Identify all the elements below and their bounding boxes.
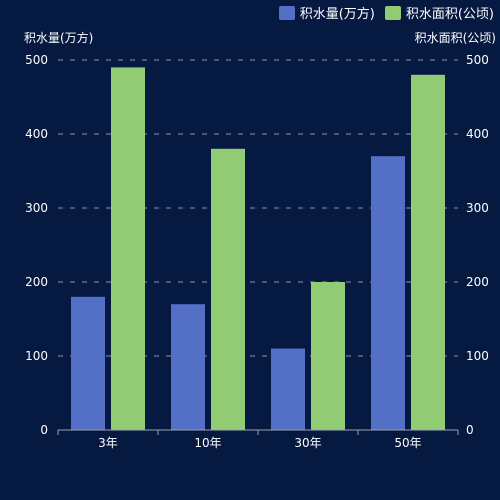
x-tick-label: 30年 xyxy=(294,436,321,450)
y-right-tick-label: 0 xyxy=(466,423,474,437)
y-right-tick-label: 100 xyxy=(466,349,489,363)
legend-item-series-1[interactable]: 积水量(万方) xyxy=(278,3,375,22)
bar-series-1-2 xyxy=(271,348,305,430)
bar-series-1-3 xyxy=(371,156,405,430)
y-axis-right-label: 积水面积(公顷) xyxy=(415,31,496,45)
bar-series-2-3 xyxy=(411,74,445,431)
x-tick-label: 50年 xyxy=(394,436,421,450)
legend: 积水量(万方) 积水面积(公顷) xyxy=(278,3,494,22)
x-tick-label: 3年 xyxy=(98,436,118,450)
bar-series-2-1 xyxy=(211,148,245,431)
bar-series-2-2 xyxy=(311,282,345,430)
y-left-tick-label: 500 xyxy=(25,53,48,67)
y-axis-left-label: 积水量(万方) xyxy=(24,30,93,45)
y-right-tick-label: 500 xyxy=(466,53,489,67)
y-left-tick-label: 400 xyxy=(25,127,48,141)
bar-series-1-0 xyxy=(71,296,105,430)
y-right-tick-label: 200 xyxy=(466,275,489,289)
y-left-tick-label: 100 xyxy=(25,349,48,363)
y-left-tick-label: 300 xyxy=(25,201,48,215)
axes: 0 100 200 300 400 500 0 100 200 300 400 500 3年 10年 30年… xyxy=(25,53,489,450)
y-left-tick-label: 200 xyxy=(25,275,48,289)
bar-series-1-1 xyxy=(171,304,205,430)
bar-series-2-0 xyxy=(111,67,145,431)
y-right-tick-label: 400 xyxy=(466,127,489,141)
legend-label-series-2: 积水面积(公顷) xyxy=(405,7,494,22)
legend-swatch-series-1 xyxy=(278,5,295,20)
legend-item-series-2[interactable]: 积水面积(公顷) xyxy=(384,3,494,22)
bars xyxy=(71,67,445,431)
y-left-tick-label: 0 xyxy=(40,423,48,437)
x-tick-label: 10年 xyxy=(194,436,221,450)
y-right-tick-label: 300 xyxy=(466,201,489,215)
legend-swatch-series-2 xyxy=(384,5,401,20)
legend-label-series-1: 积水量(万方) xyxy=(299,7,375,22)
